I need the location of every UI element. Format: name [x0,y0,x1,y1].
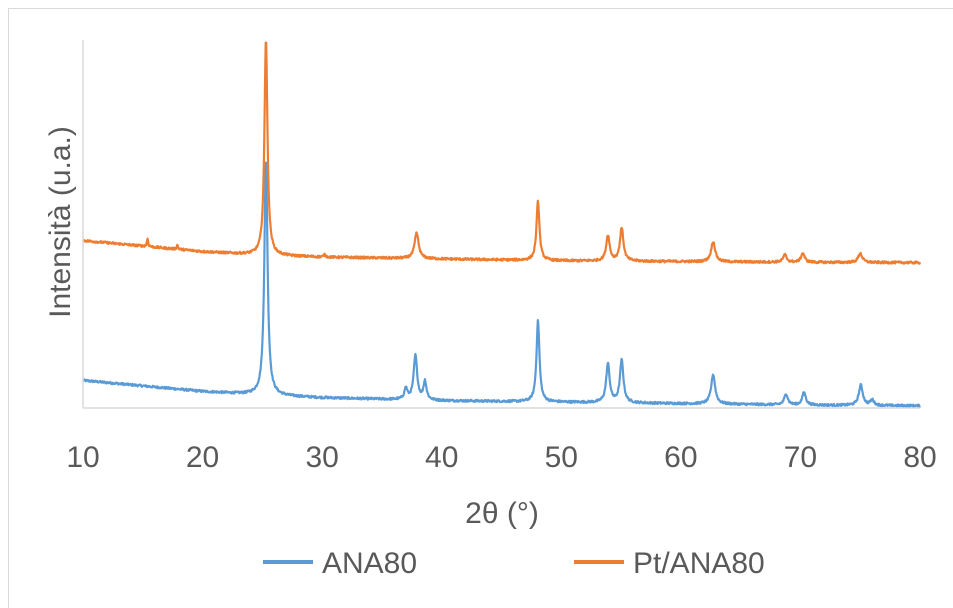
x-tick-label: 80 [903,441,936,474]
y-axis-title: Intensità (u.a.) [44,126,77,318]
x-tick-label: 30 [305,441,338,474]
series-layer [82,41,922,408]
x-tick-label: 50 [545,441,578,474]
x-tick-label: 70 [784,441,817,474]
legend-label-ana80: ANA80 [322,547,417,580]
x-tick-label: 40 [425,441,458,474]
x-axis-title: 2θ (°) [465,497,539,530]
chart-area [8,8,953,608]
x-tick-label: 60 [664,441,697,474]
series-line-pt-ana80 [82,41,922,265]
x-tick-label: 20 [186,441,219,474]
xrd-chart: 10 20 30 40 50 60 70 80 2θ (°) Intensità (u.a.)… [44,40,937,580]
x-tick-labels: 10 20 30 40 50 60 70 80 [66,441,936,474]
legend-label-pt-ana80: Pt/ANA80 [633,547,765,580]
x-tick-label: 10 [66,441,99,474]
series-line-ana80 [82,161,921,408]
legend: ANA80 Pt/ANA80 [263,547,765,580]
